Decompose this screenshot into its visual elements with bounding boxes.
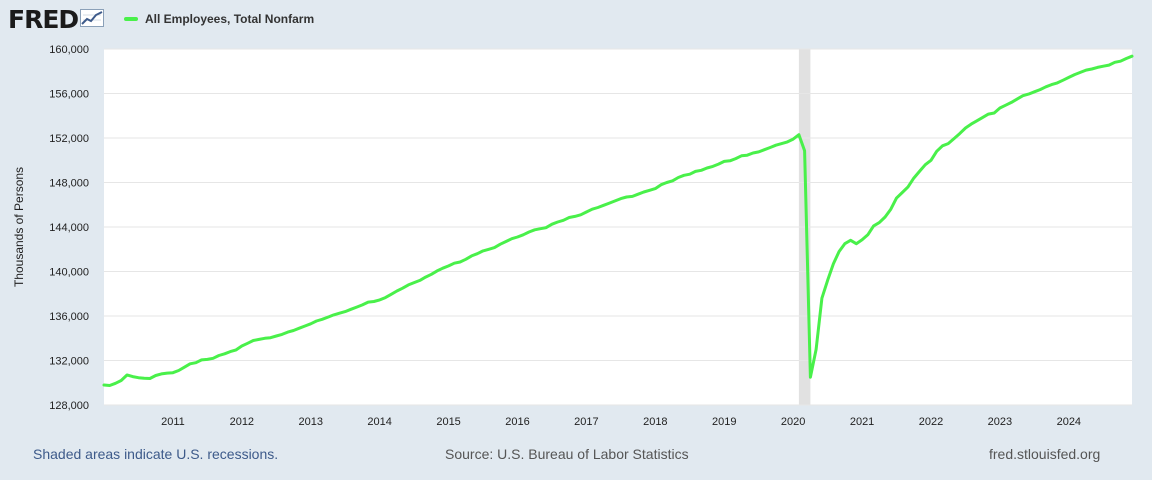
x-tick-label: 2022: [919, 416, 943, 428]
x-tick-label: 2012: [230, 416, 254, 428]
site-link[interactable]: fred.stlouisfed.org: [989, 446, 1101, 462]
y-tick-label: 144,000: [49, 222, 89, 234]
logo-text: FRED: [8, 5, 79, 34]
x-tick-label: 2014: [367, 416, 391, 428]
x-tick-label: 2020: [781, 416, 805, 428]
y-tick-label: 132,000: [49, 356, 89, 368]
legend-swatch: [124, 17, 138, 21]
y-axis: 128,000 132,000 136,000 140,000 144,000 148,0…: [49, 44, 89, 412]
y-tick-label: 152,000: [49, 133, 89, 145]
chart-legend[interactable]: All Employees, Total Nonfarm: [124, 12, 314, 26]
trend-graph-icon: [80, 8, 105, 32]
y-tick-label: 136,000: [49, 311, 89, 323]
y-tick-label: 128,000: [49, 400, 89, 412]
x-tick-label: 2019: [712, 416, 736, 428]
y-tick-label: 148,000: [49, 178, 89, 190]
x-tick-label: 2015: [436, 416, 460, 428]
y-tick-label: 156,000: [49, 89, 89, 101]
y-tick-label: 160,000: [49, 44, 89, 56]
x-tick-label: 2018: [643, 416, 667, 428]
x-tick-label: 2023: [988, 416, 1012, 428]
y-tick-label: 140,000: [49, 267, 89, 279]
series-layer[interactable]: [102, 54, 1134, 387]
y-axis-label: Thousands of Persons: [12, 167, 26, 287]
x-tick-label: 2024: [1057, 416, 1081, 428]
x-tick-label: 2021: [850, 416, 874, 428]
fred-logo[interactable]: FRED: [8, 5, 105, 34]
series-line[interactable]: [102, 54, 1134, 387]
source-note: Source: U.S. Bureau of Labor Statistics: [445, 446, 689, 462]
x-axis: 2011 2012 2013 2014 2015 2016 2017 2018 2019 2020…: [161, 416, 1081, 428]
x-tick-label: 2013: [299, 416, 323, 428]
x-tick-label: 2011: [161, 416, 185, 428]
legend-series-label: All Employees, Total Nonfarm: [145, 12, 315, 26]
x-tick-label: 2016: [505, 416, 529, 428]
x-tick-label: 2017: [574, 416, 598, 428]
chart-svg: 128,000 132,000 136,000 140,000 144,000 148,0…: [12, 44, 1134, 428]
grid-layer: [104, 48, 1132, 406]
recession-note[interactable]: Shaded areas indicate U.S. recessions.: [33, 446, 279, 462]
